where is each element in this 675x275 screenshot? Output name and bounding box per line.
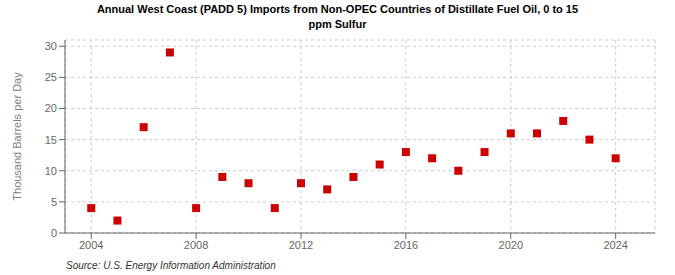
svg-text:2016: 2016 (394, 239, 418, 251)
svg-text:2008: 2008 (184, 239, 208, 251)
svg-text:0: 0 (51, 227, 57, 239)
svg-text:2020: 2020 (499, 239, 523, 251)
html-text:Annual West Coast (PADD 5) Imp: Annual West Coast (PADD 5) Imports from … (96, 3, 579, 30)
svg-text:Thousand Barrels per Day: Thousand Barrels per Day (11, 72, 23, 201)
svg-text:20: 20 (45, 102, 57, 114)
svg-text:5: 5 (51, 196, 57, 208)
svg-text:15: 15 (45, 134, 57, 146)
svg-text:2012: 2012 (289, 239, 313, 251)
svg-text:25: 25 (45, 71, 57, 83)
svg-text:2004: 2004 (79, 239, 103, 251)
svg-text:2024: 2024 (603, 239, 627, 251)
html-text:Source: U.S. Energy Informatio: Source: U.S. Energy Information Administ… (66, 260, 276, 271)
svg-text:30: 30 (45, 40, 57, 52)
svg-text:10: 10 (45, 165, 57, 177)
